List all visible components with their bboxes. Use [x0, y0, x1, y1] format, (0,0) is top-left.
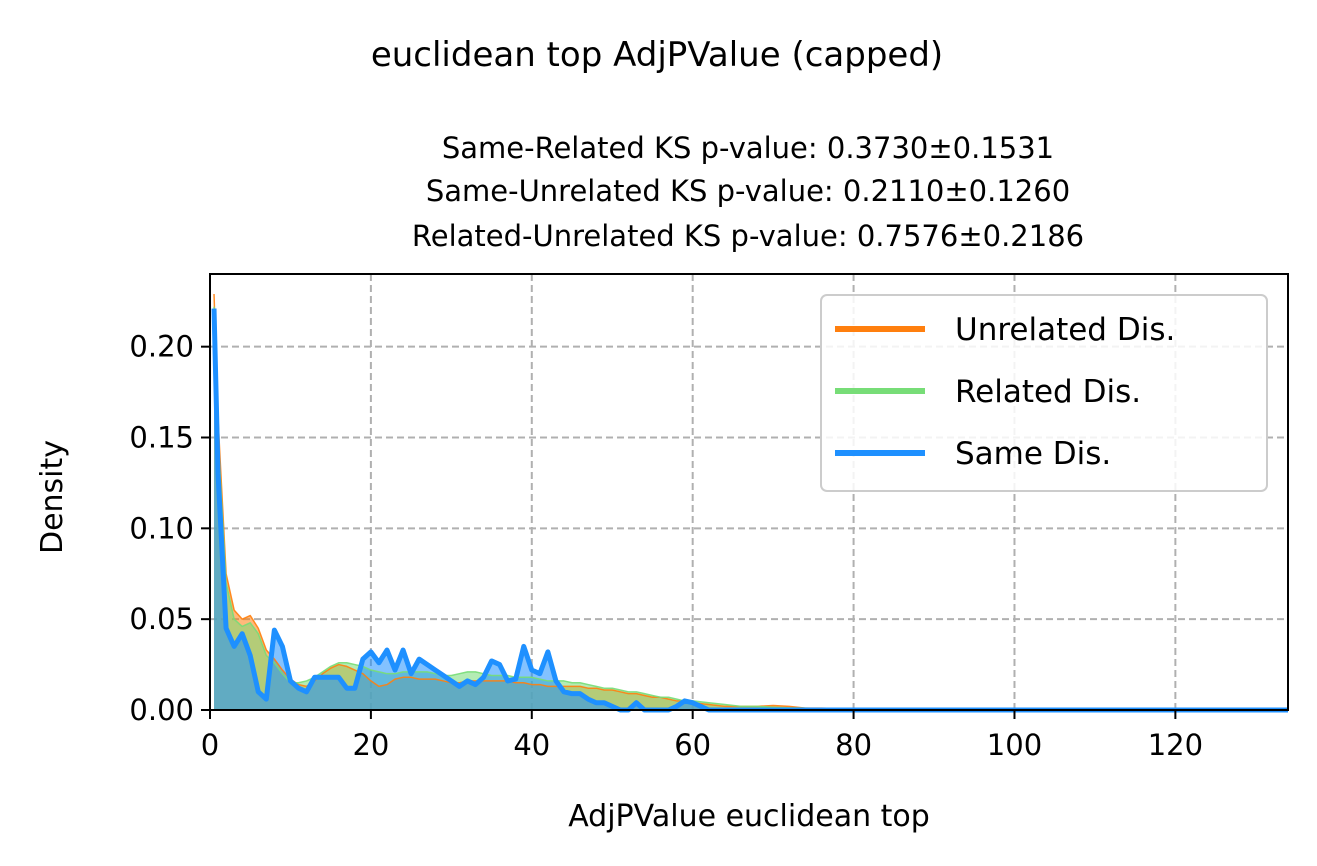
- legend-box: [820, 294, 1268, 492]
- y-tick-label: 0.20: [129, 330, 194, 364]
- x-tick-label: 120: [1148, 728, 1203, 762]
- chart-suptitle: euclidean top AdjPValue (capped): [371, 35, 943, 75]
- x-tick-label: 80: [835, 728, 872, 762]
- legend-label-unrelated-dis: Unrelated Dis.: [955, 312, 1175, 348]
- x-tick-label: 60: [674, 728, 711, 762]
- y-tick-label: 0.10: [129, 511, 194, 545]
- y-axis-label: Density: [35, 440, 70, 554]
- x-axis-label: AdjPValue euclidean top: [568, 799, 930, 834]
- chart-title-line-2: Same-Unrelated KS p-value: 0.2110±0.1260: [426, 174, 1070, 208]
- chart-title-line-1: Same-Related KS p-value: 0.3730±0.1531: [442, 131, 1054, 165]
- legend-label-same-dis: Same Dis.: [955, 436, 1111, 472]
- chart-title-line-3: Related-Unrelated KS p-value: 0.7576±0.2…: [412, 219, 1084, 253]
- x-tick-label: 0: [201, 728, 219, 762]
- legend-label-related-dis: Related Dis.: [955, 374, 1141, 410]
- x-tick-label: 100: [987, 728, 1042, 762]
- y-tick-label: 0.15: [129, 421, 194, 455]
- y-tick-label: 0.00: [129, 693, 194, 727]
- x-tick-label: 20: [352, 728, 389, 762]
- legend: Unrelated Dis. Related Dis. Same Dis.: [820, 294, 1268, 492]
- plot-frame: [209, 273, 1289, 711]
- axis-ticks: 0 20 40 60 80 100 120 0.00 0.05 0.10 0.15 0.20: [129, 330, 1203, 762]
- y-tick-label: 0.05: [129, 602, 194, 636]
- x-tick-label: 40: [513, 728, 550, 762]
